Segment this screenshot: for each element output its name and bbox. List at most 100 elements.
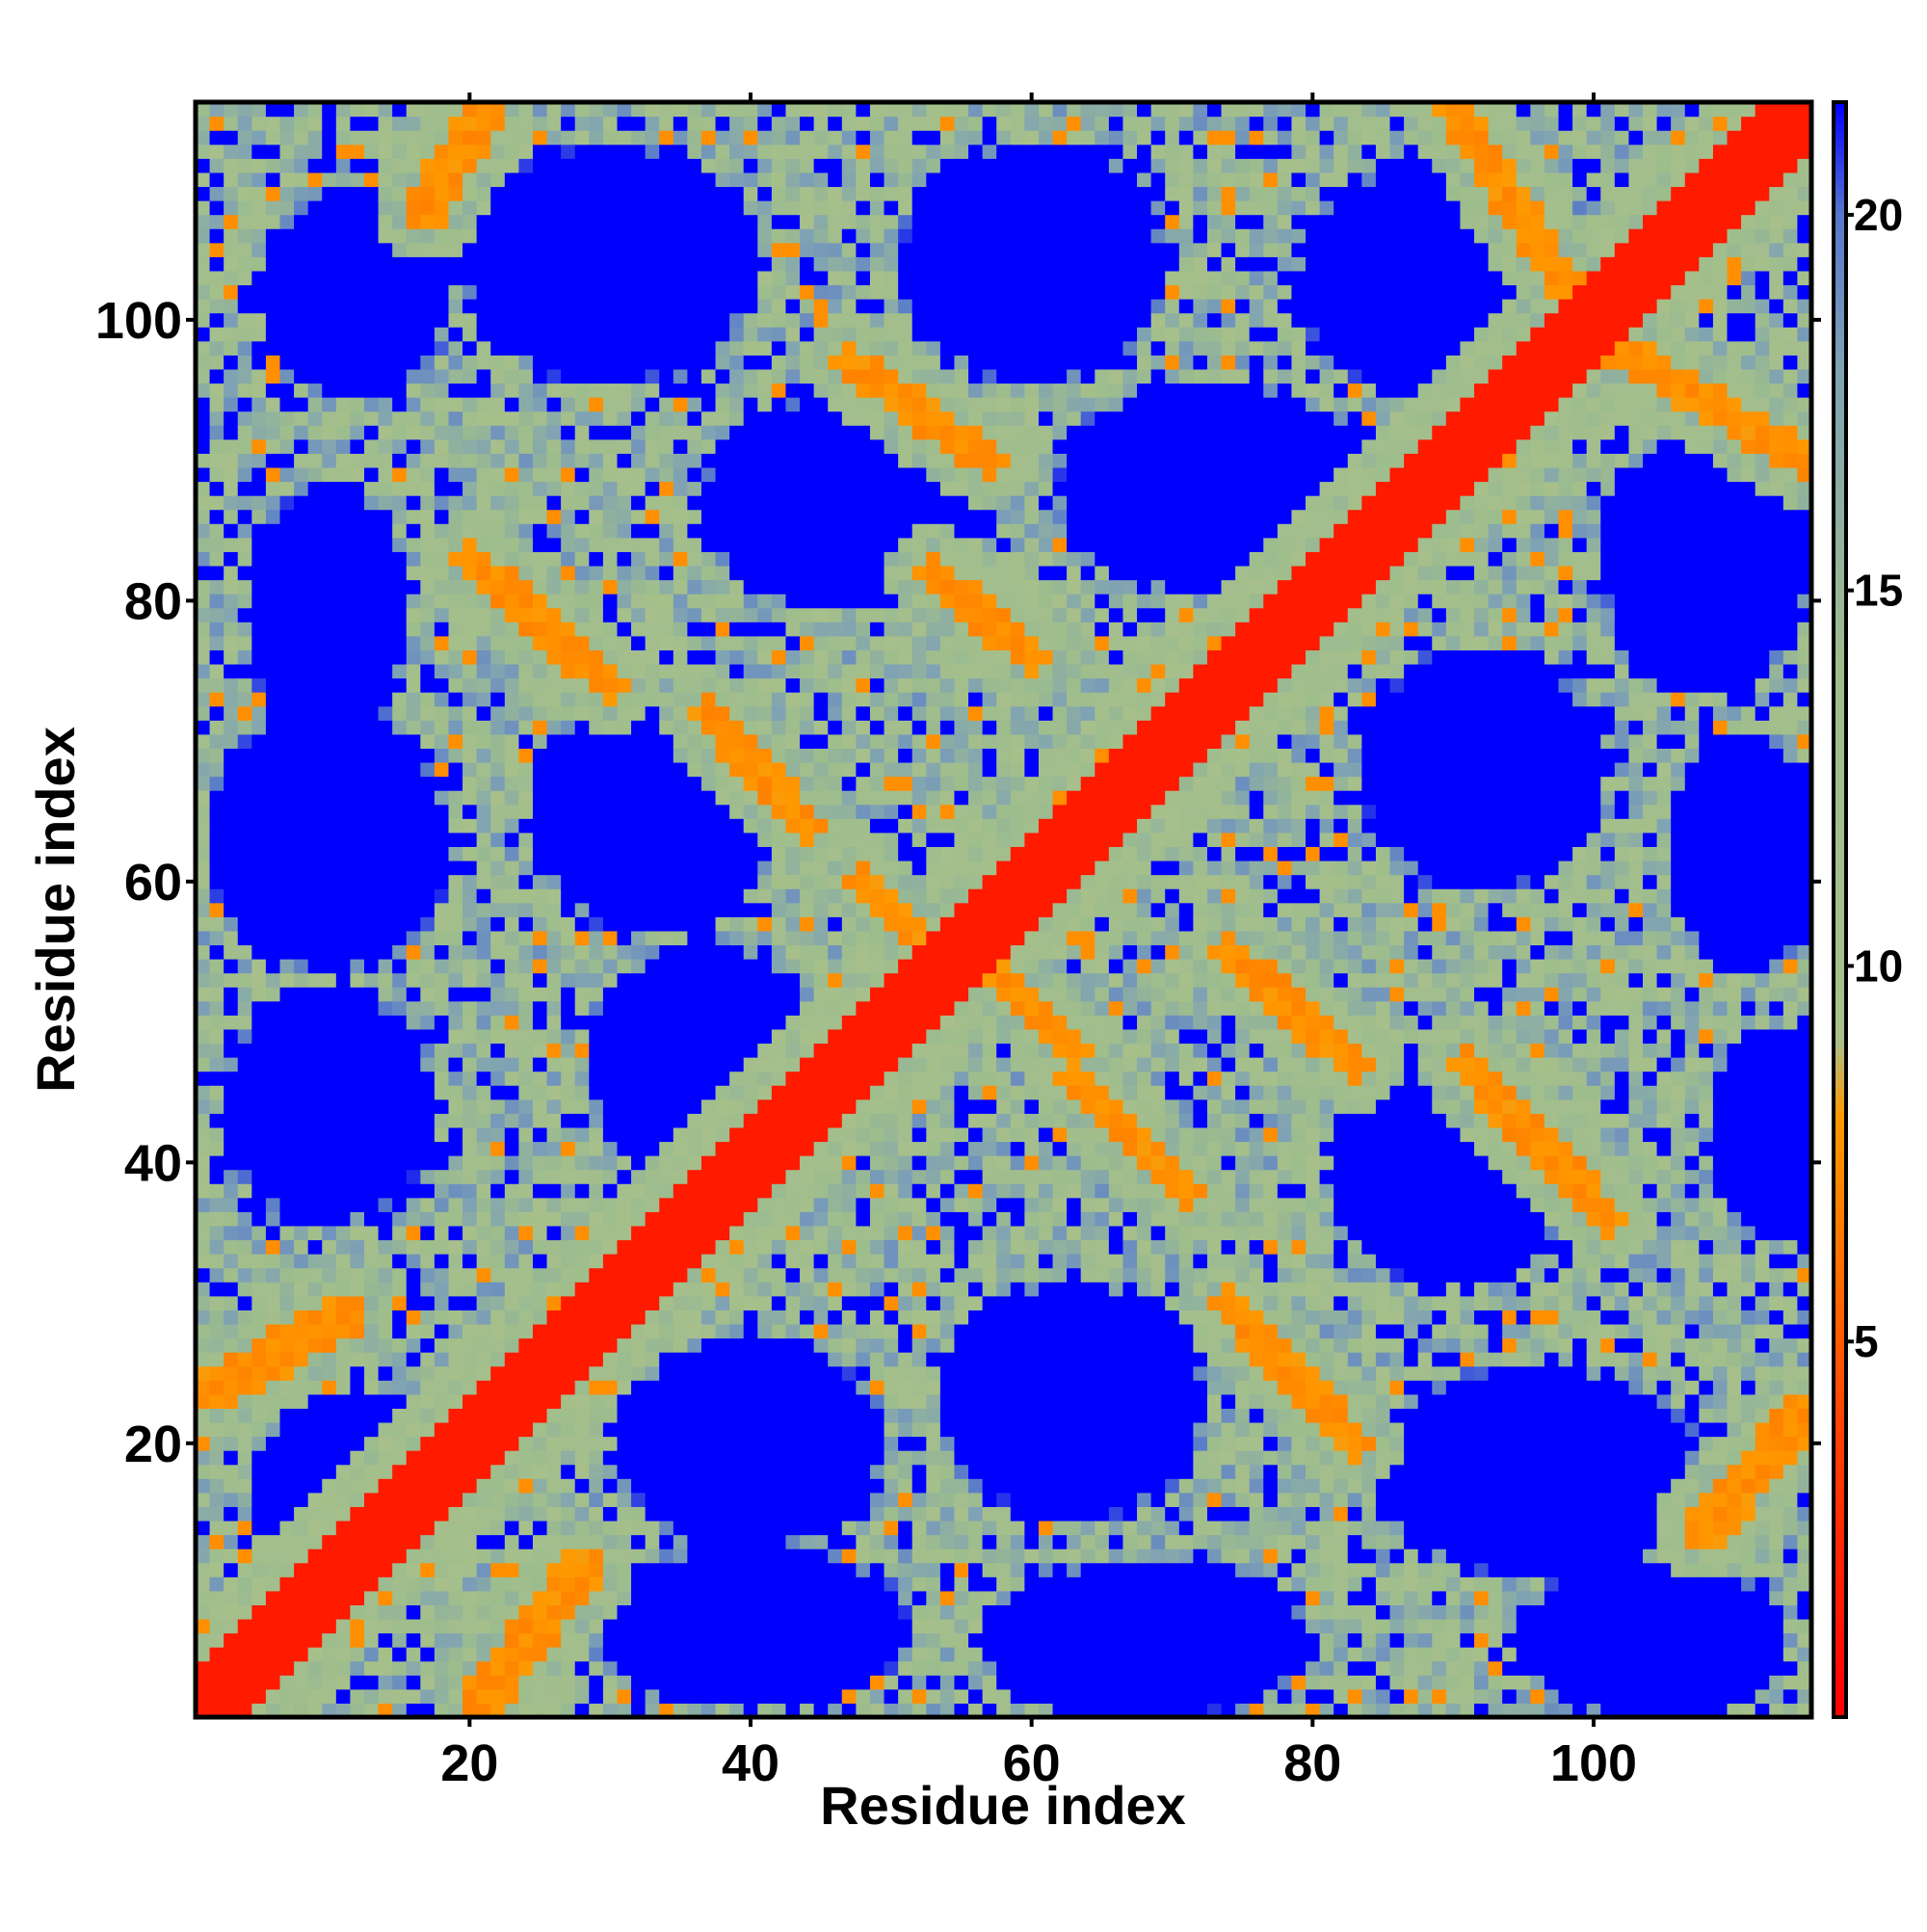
heatmap-cell [687,622,702,637]
heatmap-cell [322,172,337,188]
heatmap-cell [335,1098,352,1114]
heatmap-cell [209,804,224,819]
heatmap-cell [687,1126,702,1143]
heatmap-cell [307,1085,323,1100]
heatmap-cell [322,466,337,483]
heatmap-cell [602,1436,619,1451]
heatmap-cell [406,410,421,426]
heatmap-cell [350,748,365,763]
heatmap-cell [504,425,519,440]
heatmap-cell [265,158,281,173]
heatmap-cell [617,1393,632,1409]
heatmap-cell [434,972,450,988]
heatmap-cell [476,425,491,440]
heatmap-cell [265,944,281,960]
heatmap-cell [490,1632,506,1648]
heatmap-cell [602,523,619,539]
heatmap-cell [518,1295,534,1310]
heatmap-cell [518,1548,534,1564]
heatmap-cell [757,1352,773,1367]
heatmap-cell [673,818,688,834]
heatmap-cell [490,832,506,848]
heatmap-cell [378,1141,393,1156]
heatmap-cell [546,158,562,173]
heatmap-cell [715,102,730,118]
heatmap-cell [378,818,393,834]
heatmap-cell [574,1000,590,1016]
heatmap-cell [645,1071,660,1086]
heatmap-cell [209,607,224,622]
heatmap-cell [504,663,519,679]
heatmap-cell [659,1562,674,1577]
heatmap-cell [237,1155,252,1171]
heatmap-cell [476,1548,491,1564]
heatmap-cell [602,944,619,960]
heatmap-cell [673,1365,688,1381]
heatmap-cell [462,312,478,328]
heatmap-cell [434,1688,450,1705]
heatmap-cell [350,1675,365,1690]
heatmap-cell [561,1562,576,1577]
heatmap-cell [378,1688,393,1705]
heatmap-cell [673,116,688,131]
heatmap-cell [279,1703,295,1718]
heatmap-cell [462,1057,478,1072]
heatmap-cell [673,102,688,118]
heatmap-cell [294,1688,309,1705]
heatmap-cell [561,1380,576,1395]
heatmap-cell [757,733,773,749]
heatmap-cell [265,1365,281,1381]
heatmap-cell [561,284,576,300]
heatmap-cell [251,130,267,146]
heatmap-cell [224,410,239,426]
heatmap-cell [350,1254,365,1269]
heatmap-cell [645,242,660,257]
heatmap-cell [350,761,365,778]
heatmap-cell [350,1239,365,1255]
heatmap-cell [645,383,660,398]
heatmap-cell [771,1632,787,1648]
heatmap-cell [378,1197,393,1212]
heatmap-cell [771,1295,787,1310]
heatmap-cell [631,158,647,173]
heatmap-cell [224,622,239,637]
heatmap-cell [490,495,506,511]
heatmap-cell [279,790,295,806]
heatmap-cell [476,523,491,539]
heatmap-cell [350,1647,365,1662]
heatmap-cell [771,144,787,159]
heatmap-cell [504,1576,519,1592]
heatmap-cell [265,327,281,342]
heatmap-cell [307,256,323,272]
heatmap-cell [743,1688,758,1705]
heatmap-cell [476,270,491,286]
heatmap-cell [589,327,604,342]
heatmap-cell [757,649,773,665]
heatmap-cell [476,818,491,834]
heatmap-cell [350,1576,365,1592]
heatmap-cell [574,1534,590,1549]
heatmap-cell [532,776,548,791]
heatmap-cell [645,284,660,300]
heatmap-cell [265,1380,281,1395]
heatmap-cell [209,1380,224,1395]
heatmap-cell [800,1085,815,1100]
heatmap-cell [265,1267,281,1283]
heatmap-cell [196,214,211,229]
heatmap-cell [322,1337,337,1353]
heatmap-cell [589,1675,604,1690]
heatmap-cell [574,1675,590,1690]
heatmap-cell [392,1126,408,1143]
heatmap-cell [237,987,252,1002]
heatmap-cell [251,228,267,244]
heatmap-cell [687,692,702,707]
heatmap-cell [196,228,211,244]
heatmap-cell [546,200,562,216]
heatmap-cell [237,1211,252,1227]
heatmap-cell [546,1028,562,1045]
heatmap-cell [589,355,604,370]
heatmap-cell [687,1436,702,1451]
heatmap-cell [363,1000,380,1016]
heatmap-cell [335,228,352,244]
heatmap-cell [574,495,590,511]
